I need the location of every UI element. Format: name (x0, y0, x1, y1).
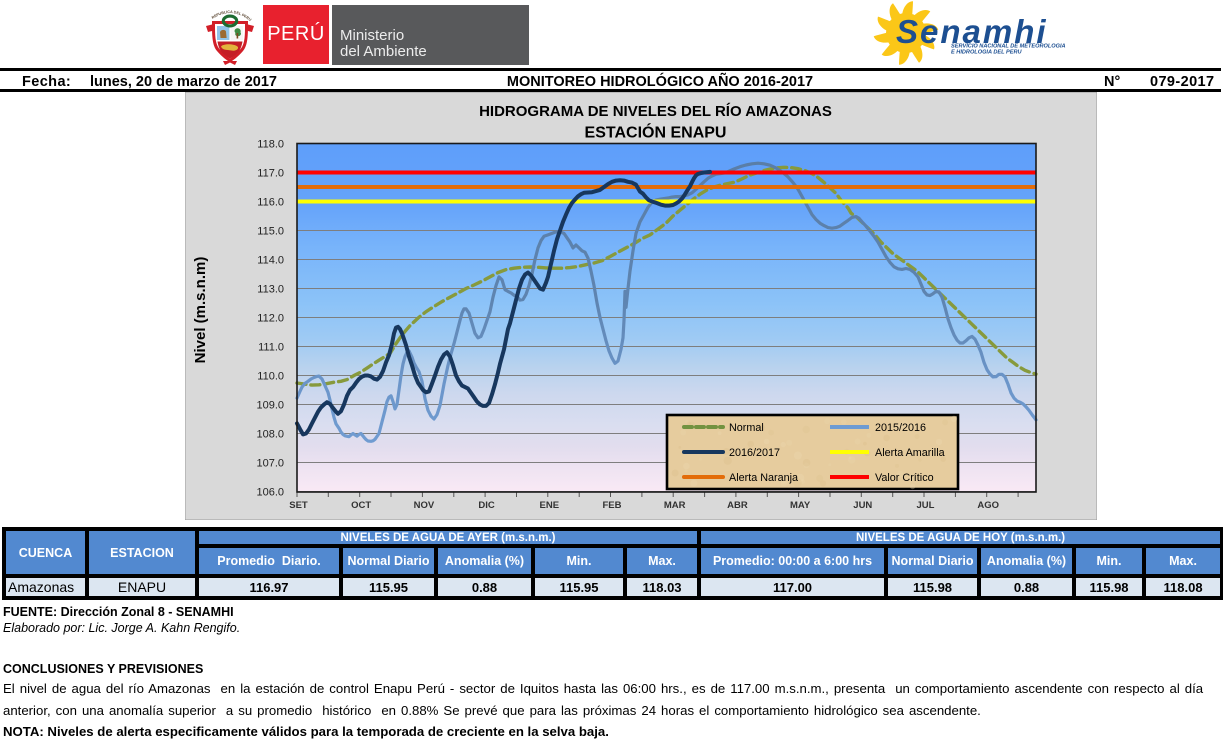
svg-text:MAY: MAY (790, 500, 811, 511)
svg-text:113.0: 113.0 (257, 284, 284, 296)
svg-text:114.0: 114.0 (257, 255, 284, 267)
svg-text:Alerta Naranja: Alerta Naranja (729, 472, 798, 484)
svg-text:2015/2016: 2015/2016 (875, 422, 926, 434)
svg-text:106.0: 106.0 (256, 487, 284, 499)
svg-text:E HIDROLOGIA DEL PERU: E HIDROLOGIA DEL PERU (951, 50, 1023, 56)
svg-text:JUL: JUL (917, 500, 935, 511)
svg-text:108.0: 108.0 (256, 429, 284, 441)
svg-text:FEB: FEB (603, 500, 622, 511)
svg-text:MAR: MAR (664, 500, 686, 511)
svg-text:JUN: JUN (853, 500, 872, 511)
svg-text:Normal: Normal (729, 422, 764, 434)
svg-text:OCT: OCT (351, 500, 371, 511)
svg-text:Alerta Amarilla: Alerta Amarilla (875, 447, 945, 459)
svg-text:ESTACIÓN ENAPU: ESTACIÓN ENAPU (585, 123, 727, 142)
svg-text:117.0: 117.0 (257, 168, 284, 180)
svg-text:AGO: AGO (977, 500, 999, 511)
svg-text:ENE: ENE (540, 500, 560, 511)
svg-text:DIC: DIC (478, 500, 495, 511)
svg-text:115.0: 115.0 (257, 226, 284, 238)
svg-text:Valor Crítico: Valor Crítico (875, 472, 934, 484)
svg-text:112.0: 112.0 (257, 313, 284, 325)
svg-text:Nivel (m.s.n.m): Nivel (m.s.n.m) (192, 257, 209, 364)
svg-text:2016/2017: 2016/2017 (729, 447, 780, 459)
svg-text:NOV: NOV (414, 500, 435, 511)
svg-text:111.0: 111.0 (258, 342, 284, 354)
svg-text:SET: SET (289, 500, 308, 511)
svg-text:118.0: 118.0 (257, 139, 284, 151)
svg-text:107.0: 107.0 (256, 458, 284, 470)
svg-text:Senamhi: Senamhi (896, 13, 1048, 50)
svg-text:SERVICIO NACIONAL DE METEOROLO: SERVICIO NACIONAL DE METEOROLOGIA (951, 44, 1066, 50)
svg-text:HIDROGRAMA DE NIVELES DEL RÍO: HIDROGRAMA DE NIVELES DEL RÍO AMAZONAS (479, 103, 832, 120)
svg-text:109.0: 109.0 (256, 400, 284, 412)
svg-text:110.0: 110.0 (257, 371, 284, 383)
svg-text:ABR: ABR (727, 500, 748, 511)
svg-text:116.0: 116.0 (257, 197, 284, 209)
